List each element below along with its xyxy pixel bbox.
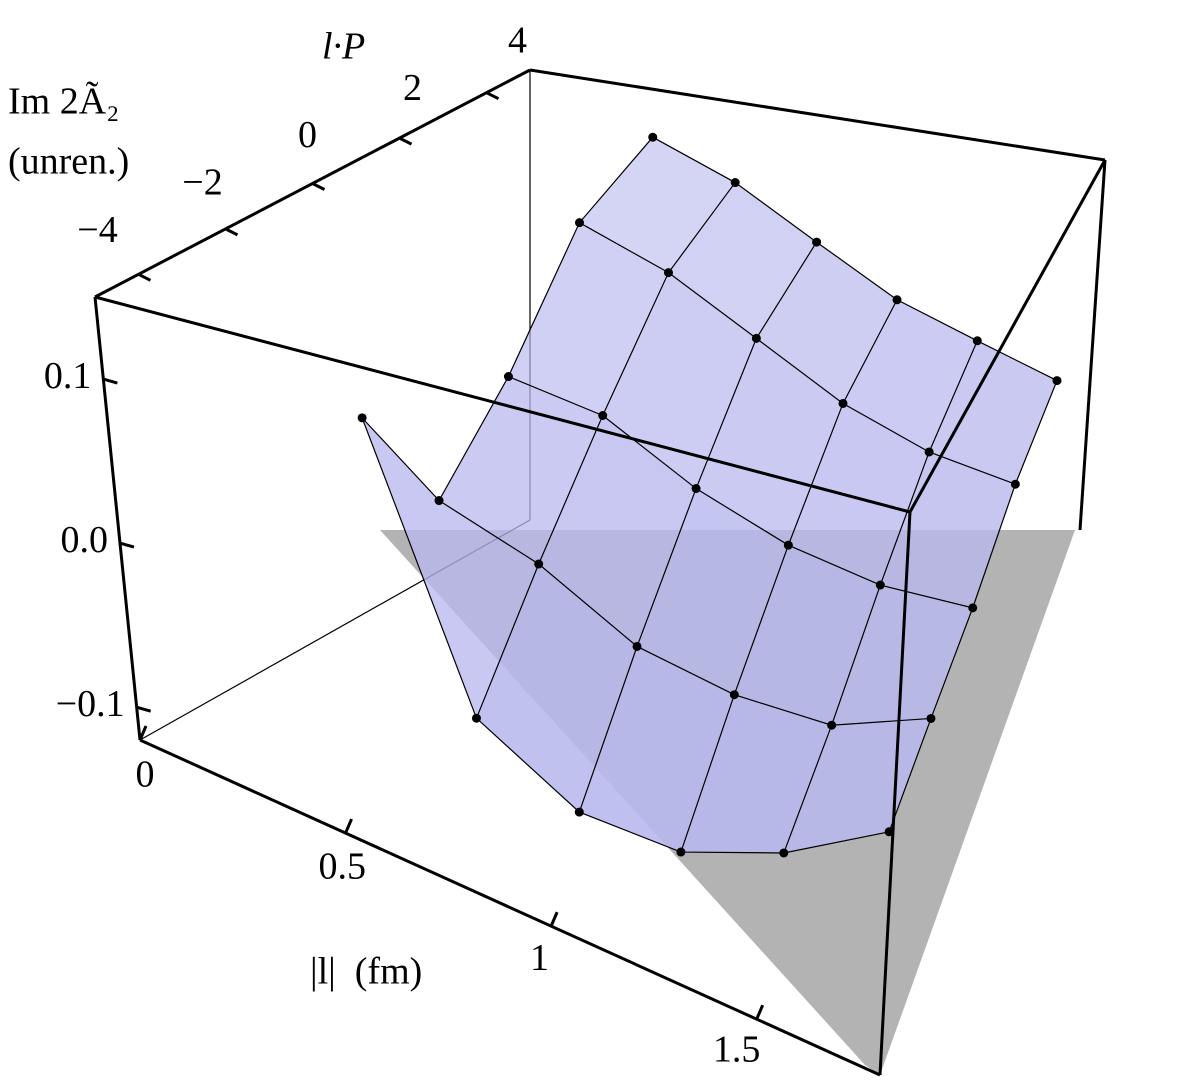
data-point <box>598 410 608 420</box>
data-point <box>676 847 686 857</box>
y-tick-label: −2 <box>182 162 222 204</box>
box-edge <box>529 68 1106 162</box>
data-point <box>632 641 642 651</box>
x-tick-label: 0 <box>136 754 155 796</box>
box-edge <box>1078 159 1107 531</box>
y-tick <box>398 136 413 146</box>
data-point <box>434 496 444 506</box>
data-point <box>663 268 673 278</box>
data-point <box>471 713 481 723</box>
y-axis-title: l·P <box>322 26 365 68</box>
data-point <box>779 848 789 858</box>
z-axis-title: Im 2Ã₂ <box>8 81 119 123</box>
data-point <box>812 237 822 247</box>
data-point <box>503 372 513 382</box>
box-edge <box>878 511 912 1076</box>
x-tick <box>138 725 148 741</box>
z-tick-label: −0.1 <box>56 683 125 725</box>
x-tick <box>549 911 559 927</box>
z-tick <box>136 705 152 713</box>
y-tick-label: −4 <box>77 209 117 251</box>
box-edge <box>94 295 911 514</box>
z-tick <box>102 377 118 385</box>
mesh-line <box>652 136 1058 382</box>
y-tick-label: 4 <box>508 19 527 61</box>
data-point <box>357 413 367 423</box>
data-point <box>924 447 934 457</box>
data-point <box>783 540 793 550</box>
x-tick <box>755 1004 765 1020</box>
data-point <box>574 807 584 817</box>
z-axis-subtitle: (unren.) <box>8 141 129 183</box>
mesh-line <box>361 417 890 854</box>
box-edge <box>93 296 142 741</box>
x-tick-label: 0.5 <box>318 845 366 887</box>
data-point <box>827 720 837 730</box>
data-point <box>1010 479 1020 489</box>
y-tick-label: 0 <box>298 114 317 156</box>
mesh-line <box>579 222 1016 485</box>
data-point <box>968 603 978 613</box>
y-tick <box>311 182 326 191</box>
data-point <box>534 559 544 569</box>
data-point <box>729 690 739 700</box>
data-point <box>574 218 584 228</box>
data-point <box>972 336 982 346</box>
y-tick <box>137 272 152 282</box>
data-point <box>730 178 740 188</box>
mesh-line <box>438 500 932 726</box>
y-tick <box>485 91 500 101</box>
x-tick-label: 1.5 <box>713 1029 761 1071</box>
z-tick-label: 0.0 <box>61 519 109 561</box>
z-tick <box>119 541 135 549</box>
data-point <box>892 295 902 305</box>
x-tick-label: 1 <box>530 937 549 979</box>
y-tick <box>224 227 239 237</box>
data-point <box>691 484 701 494</box>
z-tick-label: 0.1 <box>44 355 92 397</box>
x-tick <box>344 818 353 834</box>
data-point <box>875 580 885 590</box>
data-point <box>838 398 848 408</box>
x-axis-title: |l| (fm) <box>310 951 422 993</box>
y-tick-label: 2 <box>403 67 422 109</box>
data-point <box>926 713 936 723</box>
data-point <box>751 333 761 343</box>
data-point <box>1052 376 1062 386</box>
box-edge <box>908 159 1107 513</box>
mesh-line <box>508 375 973 609</box>
data-point <box>648 132 658 142</box>
